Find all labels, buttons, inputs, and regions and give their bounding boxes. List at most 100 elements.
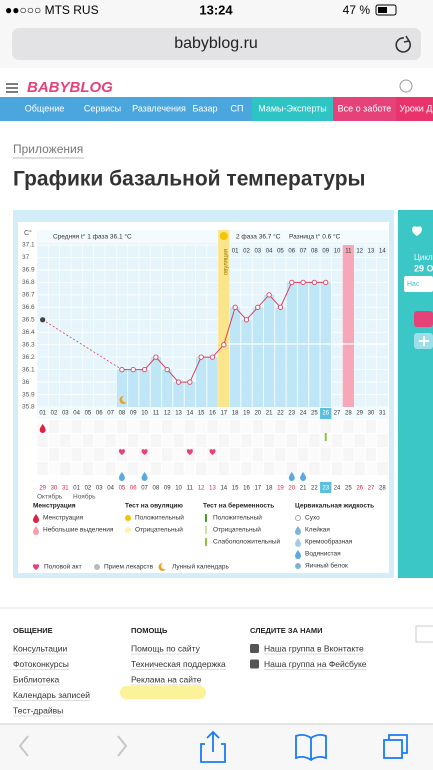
footer-link[interactable]: Библиотека [13,674,59,684]
url-field[interactable] [12,28,421,60]
nav-item[interactable]: Сервисы [84,103,121,113]
nav-item[interactable]: Мамы-Эксперты [258,103,327,113]
symbol-cell [60,420,71,433]
footer-link[interactable]: Техническая поддержка [131,659,226,669]
symbol-cell [128,420,139,433]
side-pink-icon[interactable] [414,311,433,327]
header-band [37,230,388,243]
heart-icon [209,449,216,455]
x-tick-label: 02 [51,411,58,417]
toolbar [0,724,433,770]
phase1-label: Средняя t° 1 фаза 36.1 °C [53,233,132,241]
symbol-cell [94,420,105,433]
nav-item[interactable]: Уроки Д [400,103,433,113]
legend-extra: Лунный календарь [172,563,229,571]
footer-link[interactable]: Реклама на сайте [131,674,202,684]
date-label: 24 [334,486,341,492]
y-tick-label: 37.1 [22,242,35,249]
temperature-point [198,354,204,360]
phase2-day: 06 [288,249,295,255]
footer-link[interactable]: Наша группа на Фейсбуке [264,659,367,669]
footer-link[interactable]: Календарь записей [13,690,90,700]
back-button[interactable] [18,735,29,757]
date-label: 22 [311,486,318,492]
date-label: 18 [266,486,273,492]
date-label: 26 [356,486,363,492]
symbol-cell [343,420,354,433]
x-tick-label: 31 [379,411,386,417]
symbol-cell [309,448,320,461]
heart-icon[interactable] [412,226,422,236]
temperature-bar [173,382,184,407]
legend-dot [125,527,131,533]
symbol-cell [252,462,263,475]
date-label: 21 [300,486,307,492]
bookmarks-button[interactable] [295,733,327,762]
date-label: 02 [85,486,92,492]
symbol-cell [331,462,343,475]
symbol-cell [116,462,128,475]
symbol-cell [94,462,105,475]
symbol-cell [218,448,229,461]
side-button[interactable] [404,276,433,292]
symbol-cell [82,448,94,461]
symbol-cell [173,462,184,475]
side-day: 29 O [414,263,433,273]
date-label: 25 [345,486,352,492]
temperature-point [243,317,250,323]
symbol-cell [48,434,60,447]
symbol-cell [218,462,229,475]
symbol-cell [320,462,331,475]
y-unit: C° [24,229,32,237]
symbol-cell [275,462,286,475]
symbol-cell [241,462,252,475]
legend-bar [205,514,207,522]
date-label: 29 [39,486,46,492]
symbol-cell [207,462,218,475]
temperature-bar [320,282,331,407]
date-label: 30 [51,486,58,492]
footer-link[interactable]: Фотоконкурсы [13,659,69,669]
tabs-button[interactable] [383,739,403,759]
symbol-cell [297,434,309,447]
reload-icon[interactable] [395,35,412,53]
y-tick-label: 36.8 [22,279,35,286]
nav-item[interactable]: Общение [25,103,64,113]
date-label: 06 [130,486,137,492]
nav-tab-bg [333,97,396,121]
forward-button[interactable] [117,735,128,757]
symbol-cell [207,434,218,447]
x-tick-label: 17 [220,411,227,417]
symbol-cell [343,434,354,447]
symbol-cell [229,420,241,433]
x-tick-label: 09 [130,411,137,417]
date-label: 03 [96,486,103,492]
footer-select[interactable] [415,625,433,643]
temperature-bar [252,307,263,407]
moon-icon [119,395,127,404]
footer-link[interactable]: Помощь по сайту [131,643,201,653]
nav-item[interactable]: Развлечения [132,103,186,113]
symbol-cell [229,462,241,475]
x-tick-label: 16 [209,411,216,417]
profile-icon[interactable] [399,79,413,93]
menu-icon[interactable] [6,83,18,93]
nav-item[interactable]: Все о заботе [338,103,392,113]
footer-link[interactable]: Консультации [13,643,68,653]
legend-bar [205,526,207,534]
temperature-bar [263,294,275,407]
breadcrumb[interactable]: Приложения [13,142,83,156]
symbol-cell [162,420,173,433]
ovulation-dot [219,232,228,240]
logo[interactable]: BABYBLOG [27,79,113,96]
symbol-cell [354,420,365,433]
nav-item[interactable]: СП [231,103,244,113]
footer-link[interactable]: Наша группа в Вконтакте [264,643,364,653]
share-button[interactable] [200,730,226,763]
date-label: 15 [232,486,239,492]
symbol-cell [331,434,343,447]
footer-link[interactable]: Тест-драйвы [13,705,63,715]
nav-item[interactable]: Базар [193,103,218,113]
date-label: 09 [164,486,171,492]
